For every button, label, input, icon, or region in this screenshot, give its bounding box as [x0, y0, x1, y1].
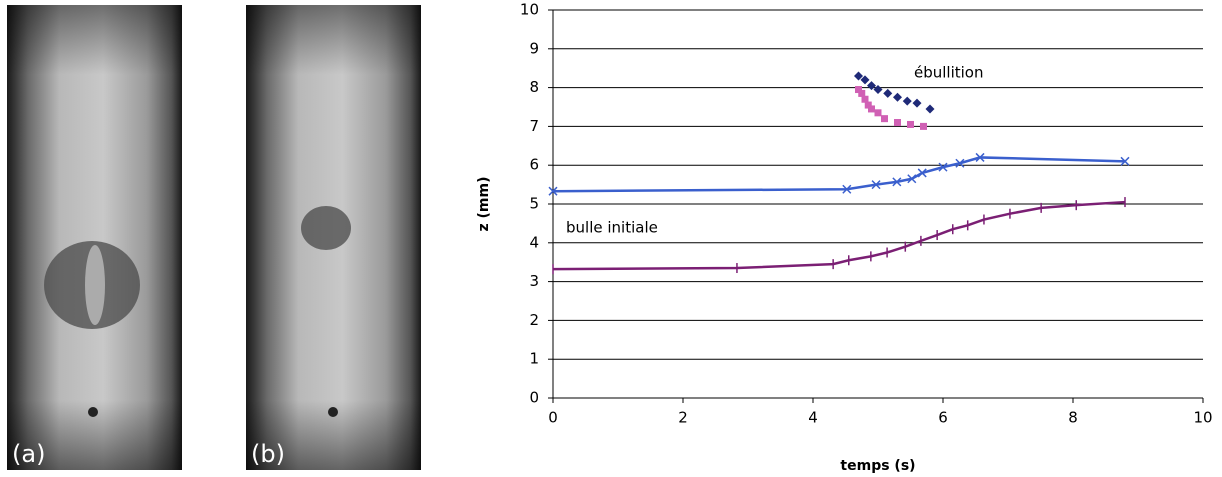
point — [902, 96, 912, 106]
point — [868, 105, 875, 113]
point — [894, 119, 901, 127]
point — [864, 101, 872, 109]
point — [855, 86, 862, 94]
panel-label: (a) — [12, 440, 45, 468]
y-tick-label: 8 — [529, 78, 539, 96]
point — [874, 109, 882, 117]
point — [860, 75, 870, 85]
annotation: ébullition — [914, 64, 984, 82]
y-tick-label: 3 — [529, 272, 539, 290]
point — [912, 98, 922, 108]
x-tick-label: 4 — [808, 409, 818, 427]
point — [883, 88, 893, 98]
point — [907, 120, 914, 128]
series-line — [552, 200, 1126, 271]
panel-label: (b) — [251, 440, 285, 468]
point — [873, 85, 883, 95]
point — [907, 174, 917, 184]
point — [871, 180, 881, 190]
photo-b: (b) — [246, 5, 421, 470]
y-tick-label: 2 — [529, 311, 539, 329]
point — [1120, 156, 1130, 166]
x-tick-label: 2 — [678, 409, 688, 427]
y-axis-title: z (mm) — [476, 177, 492, 232]
y-tick-label: 10 — [520, 1, 539, 19]
point — [920, 122, 927, 130]
point — [842, 184, 852, 194]
point — [892, 177, 902, 187]
y-tick-label: 0 — [529, 389, 539, 407]
annotation: bulle initiale — [566, 219, 658, 237]
point — [975, 152, 985, 162]
x-axis-title: temps (s) — [840, 458, 915, 474]
y-tick-label: 6 — [529, 156, 539, 174]
point — [858, 89, 866, 97]
point — [854, 71, 863, 81]
point — [917, 168, 927, 178]
y-tick-label: 5 — [529, 195, 539, 213]
y-tick-label: 4 — [529, 233, 539, 251]
y-tick-label: 7 — [529, 117, 539, 135]
y-tick-label: 1 — [529, 350, 539, 368]
x-tick-label: 8 — [1068, 409, 1078, 427]
point — [893, 92, 902, 102]
photo-a: (a) — [7, 5, 182, 470]
x-tick-label: 10 — [1193, 409, 1212, 427]
point — [881, 115, 888, 123]
point — [925, 104, 935, 114]
point — [955, 158, 965, 168]
point — [938, 162, 948, 172]
point — [867, 81, 876, 91]
series-line — [552, 156, 1126, 193]
x-tick-label: 0 — [548, 409, 558, 427]
point — [548, 186, 558, 196]
y-tick-label: 9 — [529, 39, 539, 57]
x-tick-label: 6 — [938, 409, 948, 427]
point — [861, 95, 869, 103]
